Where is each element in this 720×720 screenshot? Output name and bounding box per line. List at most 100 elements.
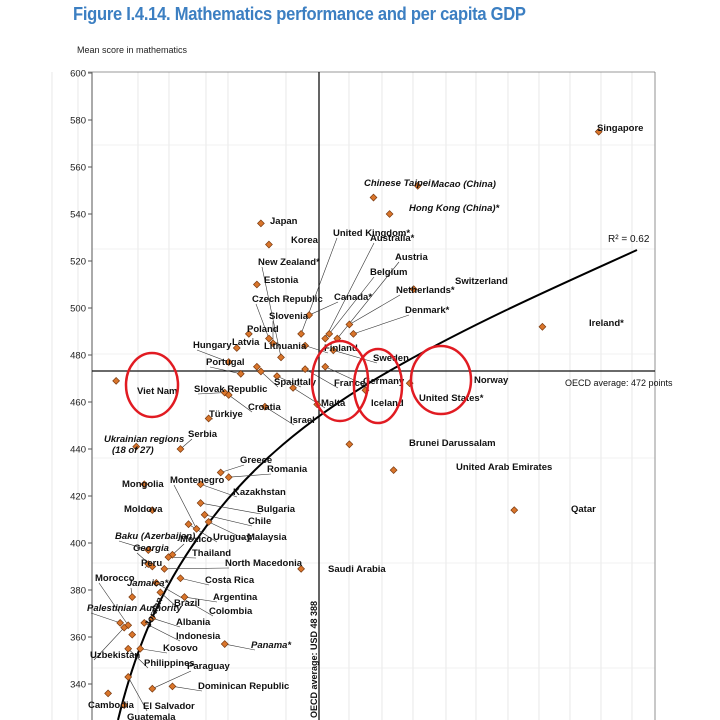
data-point-uzbekistan — [120, 623, 129, 632]
y-axis-label: Mean score in mathematics — [77, 45, 188, 55]
data-point-ukrainian-regions-18-of-27 — [132, 442, 141, 451]
data-point-germany — [321, 362, 330, 371]
connector-bulgaria — [200, 502, 262, 515]
point-label-costa-rica: Costa Rica — [205, 575, 255, 586]
connector-uzbekistan — [93, 627, 125, 661]
trend-curve — [117, 249, 638, 720]
connector-italy — [276, 375, 302, 388]
point-label-iceland: Iceland — [371, 398, 404, 409]
point-label-serbia: Serbia — [188, 429, 218, 440]
data-point-indonesia — [140, 619, 149, 627]
point-label-austria: Austria — [395, 252, 428, 263]
y-tick-label: 600 — [70, 69, 86, 80]
data-point-czech-republic — [265, 334, 273, 343]
point-label-macao-china: Macao (China) — [431, 179, 496, 190]
data-point-lithuania — [252, 362, 261, 371]
connector-uruguay — [188, 523, 218, 543]
point-label-israel: Israel — [290, 415, 315, 426]
data-point-singapore — [594, 127, 603, 136]
point-label-argentina: Argentina — [213, 592, 258, 603]
data-point-viet-nam — [112, 376, 121, 385]
point-label-korea: Korea — [291, 235, 319, 246]
point-label-hong-kong-china: Hong Kong (China)* — [409, 203, 501, 214]
y-tick-labels: 600 580 560 540 520 500 480 460 440 420 400 380 360 3… — [70, 69, 86, 691]
data-point-albania — [148, 614, 157, 623]
point-label-ukrainian-regions-18-of-27: Ukrainian regions (18 of 27) — [104, 434, 184, 456]
point-label-colombia: Colombia — [209, 606, 253, 617]
point-label-belgium: Belgium — [370, 267, 407, 278]
data-point-saudi-arabia — [297, 564, 306, 573]
point-label-north-macedonia: North Macedonia — [225, 558, 303, 569]
point-label-france: France — [334, 378, 365, 389]
connector-hungary — [196, 349, 229, 363]
connector-paraguay — [152, 670, 192, 689]
point-label-t-rkiye: Türkiye — [209, 409, 243, 420]
point-label-paraguay: Paraguay — [187, 661, 230, 672]
y-tick-label: 480 — [70, 351, 86, 362]
connector-brazil — [160, 592, 179, 609]
data-point-portugal — [236, 369, 245, 378]
point-label-greece: Greece — [240, 455, 272, 466]
point-label-croatia: Croatia — [248, 402, 281, 413]
point-label-singapore: Singapore — [597, 123, 643, 134]
point-labels: Singapore Macao (China)Chinese Taipei Hong… — [87, 123, 643, 720]
data-point-chinese-taipei — [369, 193, 378, 202]
connector-israel — [264, 406, 295, 426]
highlight-circles — [124, 339, 473, 425]
point-label-switzerland: Switzerland — [455, 276, 508, 287]
point-label-hungary: Hungary — [193, 340, 232, 351]
data-point-serbia — [176, 445, 185, 453]
point-label-united-kingdom: United Kingdom* — [333, 228, 410, 239]
data-point-australia — [321, 334, 330, 343]
data-point-argentina — [180, 593, 189, 601]
point-label-uruguay: Uruguay — [213, 532, 252, 543]
data-point-france — [301, 365, 310, 373]
highlight-circle-viet-nam — [124, 351, 180, 419]
point-label-brunei-darussalam: Brunei Darussalam — [409, 438, 496, 449]
point-label-jamaica: Jamaica* — [127, 578, 170, 589]
data-point-japan — [257, 219, 265, 228]
oecd-average-lines — [92, 72, 655, 720]
data-point-united-kingdom — [297, 329, 306, 338]
data-point-panama — [220, 640, 229, 648]
connector-sweden — [333, 350, 378, 364]
point-label-canada: Canada* — [334, 292, 372, 303]
point-label-thailand: Thailand — [192, 548, 231, 559]
highlight-circle-finland-france-malta — [310, 339, 370, 423]
y-tick-label: 500 — [70, 304, 86, 315]
data-point-canada — [305, 311, 314, 319]
data-point-qatar — [510, 506, 519, 514]
connector-dominican-republic — [172, 686, 203, 692]
connector-australia — [324, 242, 375, 339]
data-point-estonia — [252, 280, 261, 289]
connector-baku-azerbaijan — [118, 540, 149, 551]
connector-north-macedonia — [164, 567, 230, 570]
point-label-slovenia: Slovenia — [269, 311, 309, 322]
point-label-el-salvador: El Salvador — [143, 701, 195, 712]
connector-spain — [260, 371, 279, 388]
data-point-thailand — [164, 553, 173, 561]
point-label-uzbekistan: Uzbekistan — [90, 650, 140, 661]
point-label-baku-azerbaijan: Baku (Azerbaijan) — [115, 531, 195, 542]
point-label-montenegro: Montenegro — [170, 475, 225, 486]
data-point-montenegro — [192, 525, 201, 533]
data-point-peru — [144, 560, 153, 569]
y-tick-label: 360 — [70, 633, 86, 644]
connector-kosovo — [140, 648, 168, 654]
connector-montenegro — [173, 484, 197, 530]
point-label-albania: Albania — [176, 617, 211, 628]
highlight-circle-germany-iceland — [352, 347, 404, 425]
data-point-dominican-republic — [168, 682, 177, 691]
data-point-philippines — [124, 644, 133, 653]
point-label-georgia: Georgia — [133, 543, 169, 554]
data-point-el-salvador — [124, 673, 133, 681]
data-point-netherlands — [345, 320, 354, 329]
figure-title: Figure I.4.14. Mathematics performance a… — [73, 4, 526, 24]
point-label-kazakhstan: Kazakhstan — [233, 487, 286, 498]
data-point-moldova — [148, 506, 157, 514]
axes — [88, 71, 656, 720]
point-label-malaysia: Malaysia — [247, 532, 287, 543]
connector-greece — [220, 464, 245, 473]
data-point-baku-azerbaijan — [144, 546, 153, 554]
data-point-korea — [265, 240, 273, 249]
